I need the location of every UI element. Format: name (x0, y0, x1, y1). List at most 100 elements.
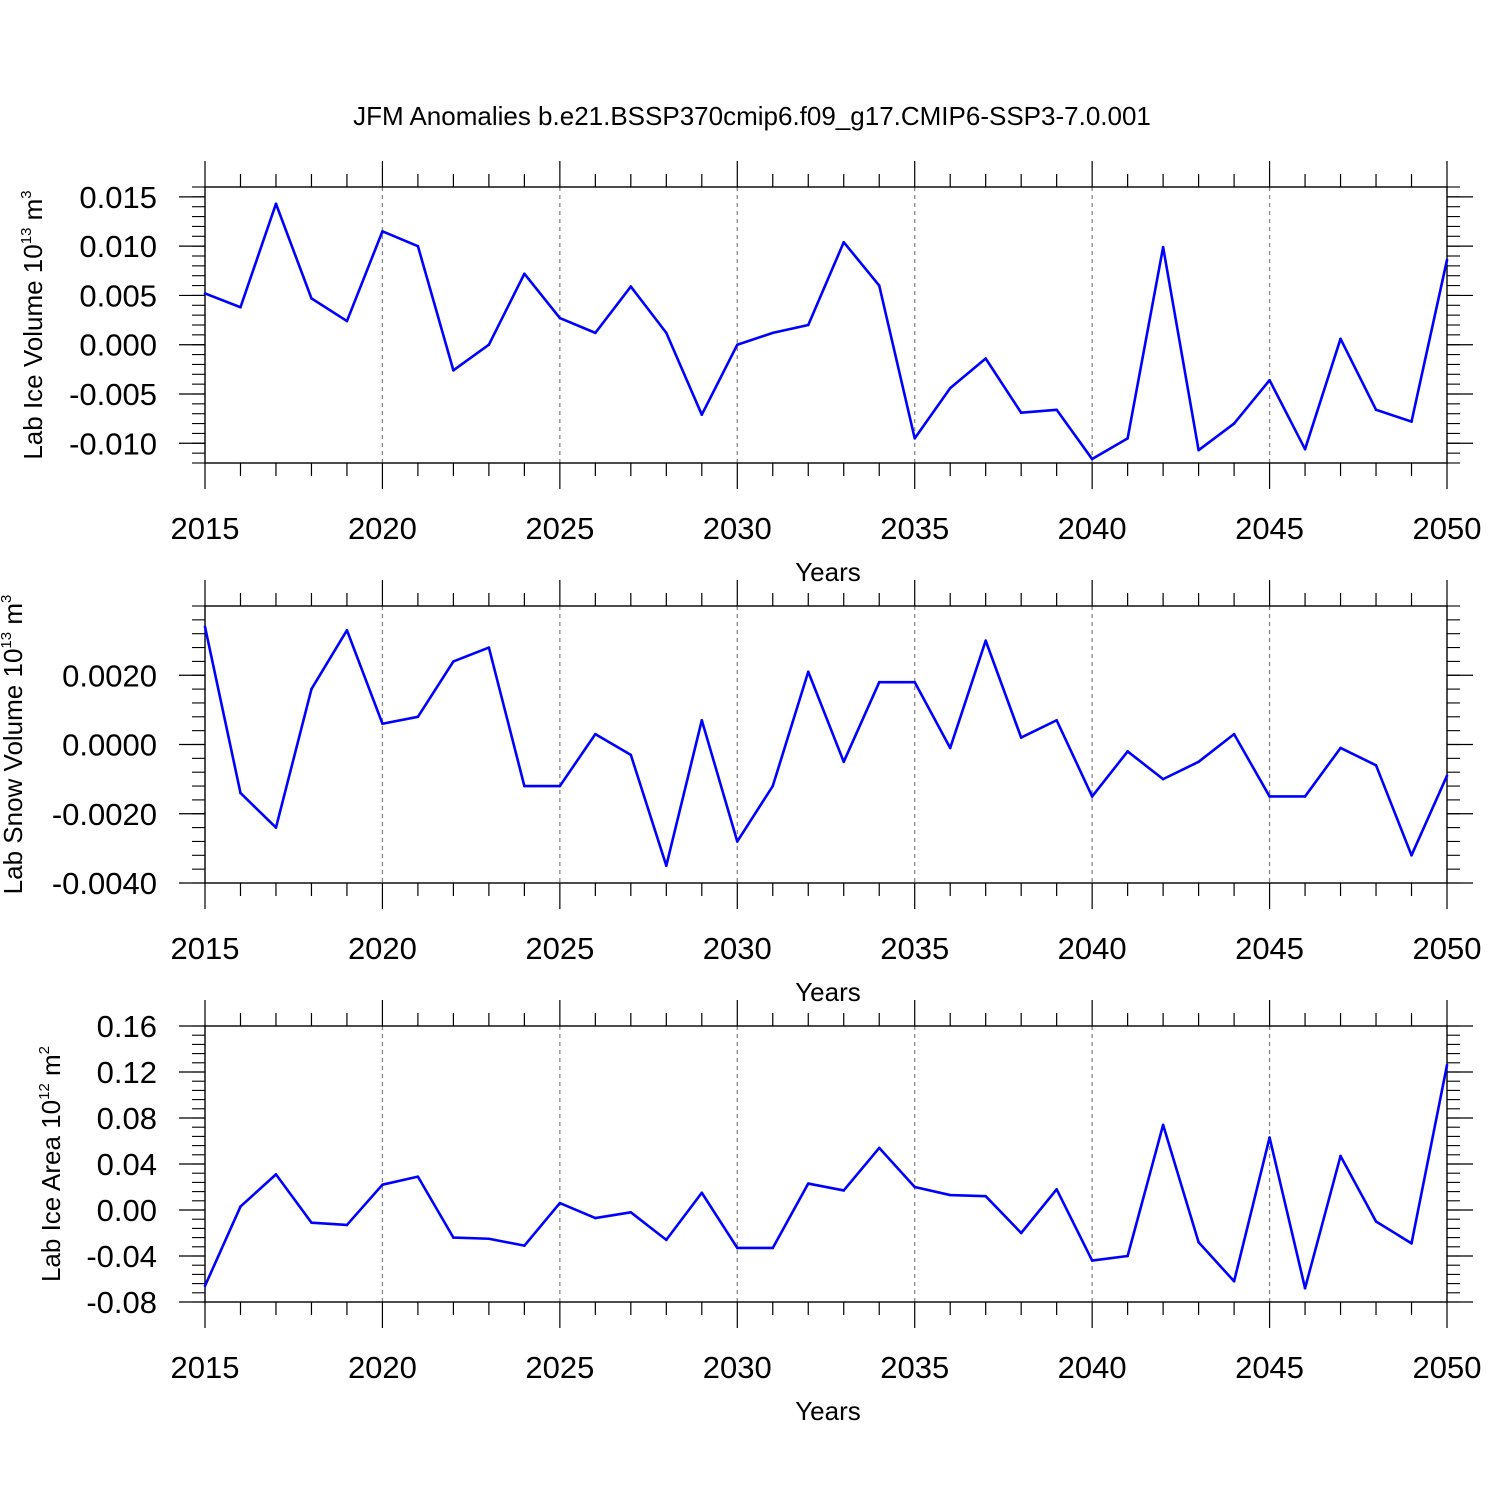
series-line (204, 202, 1449, 461)
data-point (1374, 763, 1378, 767)
data-point (806, 670, 810, 674)
figure-title: JFM Anomalies b.e21.BSSP370cmip6.f09_g17… (353, 101, 1151, 131)
data-point (1232, 1280, 1236, 1283)
x-tick-label: 2040 (1058, 931, 1127, 966)
chart-panel-1: -0.010 -0.005 0.000 0.005 0.010 0.015 2015 2020… (18, 161, 1481, 587)
data-point (203, 292, 207, 295)
data-point (239, 305, 242, 309)
data-point (203, 1284, 207, 1288)
x-tick-label: 2020 (348, 931, 417, 966)
data-point (1161, 245, 1165, 249)
data-point (629, 753, 633, 757)
x-tick-label: 2045 (1235, 931, 1304, 966)
data-point (523, 272, 526, 276)
data-point (700, 413, 704, 417)
data-point (239, 791, 242, 795)
data-point (1197, 448, 1200, 452)
data-point (310, 1221, 313, 1224)
data-point (913, 437, 917, 440)
data-point (1019, 736, 1023, 739)
data-point (948, 1193, 952, 1197)
data-point (1410, 854, 1413, 857)
data-point (665, 1238, 668, 1242)
data-point (558, 1201, 562, 1205)
y-tick-label: 0.000 (79, 328, 157, 363)
data-point (558, 316, 562, 320)
data-point (984, 357, 987, 360)
data-point (416, 244, 420, 248)
data-point (1019, 411, 1023, 415)
plot-frame (204, 1025, 1448, 1303)
data-point (310, 297, 313, 300)
data-point (771, 331, 775, 335)
data-point (274, 1173, 278, 1176)
data-point (1268, 1136, 1271, 1139)
y-tick-label: -0.04 (86, 1239, 157, 1274)
x-tick-label: 2015 (171, 1350, 240, 1385)
data-point (913, 680, 917, 684)
x-tick-label: 2030 (703, 931, 772, 966)
data-point (594, 331, 597, 335)
data-point (1197, 1240, 1200, 1244)
data-point (735, 840, 739, 843)
data-point (1303, 1286, 1307, 1290)
data-point (594, 1216, 597, 1220)
data-point (1268, 795, 1271, 798)
y-tick-label: 0.005 (79, 278, 157, 313)
plot-frame (204, 186, 1448, 464)
data-point (381, 1183, 384, 1186)
y-tick-label: 0.08 (97, 1101, 157, 1136)
x-tick-label: 2025 (525, 511, 594, 546)
y-tick-label: 0.0020 (62, 658, 157, 693)
data-point (1126, 1254, 1129, 1258)
x-tick-label: 2015 (171, 511, 240, 546)
data-point (1339, 1154, 1342, 1158)
data-point (274, 826, 278, 829)
x-tick-label: 2050 (1413, 931, 1482, 966)
data-point (310, 687, 313, 691)
x-tick-label: 2020 (348, 511, 417, 546)
data-point (629, 285, 633, 288)
x-tick-label: 2050 (1413, 511, 1482, 546)
data-point (1090, 795, 1094, 798)
data-point (1161, 777, 1165, 781)
data-point (239, 1205, 242, 1208)
data-point (1055, 1188, 1058, 1191)
data-point (1232, 732, 1236, 736)
data-point (1090, 457, 1094, 461)
data-point (1410, 1242, 1413, 1245)
x-tick-label: 2035 (880, 1350, 949, 1385)
data-point (1303, 447, 1307, 451)
x-tick-label: 2030 (703, 1350, 772, 1385)
y-tick-label: 0.04 (97, 1147, 157, 1182)
data-point (806, 323, 810, 327)
data-point (452, 660, 455, 663)
data-point (1374, 408, 1378, 412)
data-point (1410, 420, 1413, 423)
data-point (452, 369, 455, 372)
y-tick-label: 0.12 (97, 1055, 157, 1090)
data-point (1445, 774, 1449, 777)
series-line (203, 1064, 1449, 1290)
data-point (948, 386, 952, 390)
data-point (345, 319, 349, 323)
data-point (1339, 337, 1342, 341)
data-point (345, 1223, 349, 1227)
data-point (1197, 760, 1200, 764)
data-point (735, 343, 739, 347)
data-point (487, 1237, 491, 1241)
data-point (381, 230, 384, 233)
x-tick-label: 2025 (525, 1350, 594, 1385)
data-point (735, 1246, 739, 1250)
data-point (1090, 1259, 1094, 1262)
x-tick-label: 2025 (525, 931, 594, 966)
x-tick-label: 2015 (171, 931, 240, 966)
y-tick-label: 0.015 (79, 180, 157, 215)
data-point (629, 1211, 633, 1214)
y-tick-label: -0.0040 (52, 866, 157, 901)
data-point (806, 1182, 810, 1185)
y-axis-label: Lab Snow Volume 1013 m3 (0, 595, 28, 895)
data-point (1126, 437, 1129, 440)
data-point (984, 639, 987, 642)
